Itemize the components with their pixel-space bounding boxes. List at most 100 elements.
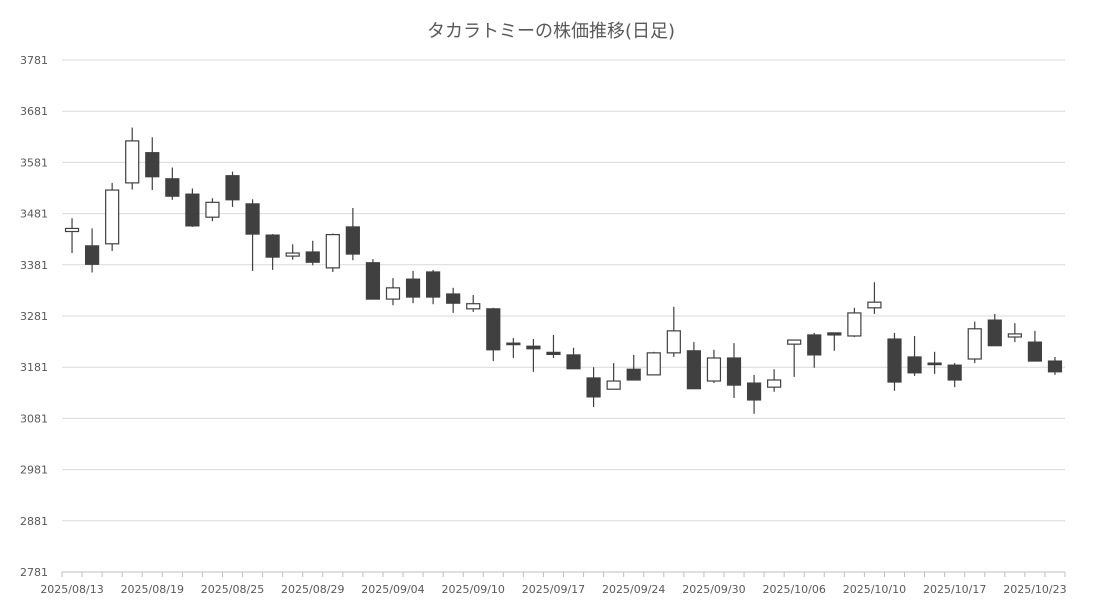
candle	[305, 240, 320, 266]
candle	[907, 335, 922, 376]
candle-body-down	[887, 338, 902, 383]
candle-body-down	[746, 382, 762, 401]
candles	[64, 127, 1063, 414]
candle	[285, 244, 300, 260]
candle	[987, 313, 1002, 347]
candle	[646, 351, 661, 376]
candle-body-down	[345, 226, 360, 255]
candle-body-down	[907, 356, 922, 374]
candle-body-down	[927, 362, 942, 366]
x-axis: 2025/08/13 2025/08/19 2025/08/25 2025/08/29…	[40, 571, 1067, 596]
y-tick-label: 3581	[20, 156, 48, 169]
candle	[847, 307, 862, 337]
candle-body-up	[967, 328, 982, 360]
y-axis: 2781 2881 2981 3081 3181 3281 3381 3481 3581 3681…	[20, 54, 48, 579]
candle-body-down	[947, 364, 962, 381]
candle	[867, 282, 882, 314]
candle-body-down	[365, 262, 381, 300]
candle	[1027, 330, 1043, 362]
candle	[726, 343, 742, 398]
candle-body-down	[305, 251, 320, 263]
candle	[1047, 356, 1063, 375]
candle	[787, 339, 802, 377]
candle-body-down	[566, 354, 581, 370]
y-tick-label: 2981	[20, 464, 48, 477]
candle-body-down	[1047, 360, 1063, 373]
candle	[466, 295, 481, 312]
candle-body-up	[787, 339, 802, 345]
candle	[325, 233, 340, 272]
candle	[245, 199, 260, 271]
y-tick-label: 3681	[20, 105, 48, 118]
candle-body-up	[867, 301, 882, 309]
candle-body-down	[405, 278, 421, 298]
candle-body-up	[325, 233, 340, 269]
candle-body-down	[726, 357, 742, 386]
candle	[967, 321, 982, 364]
chart-title: タカラトミーの株価推移(日足)	[427, 21, 675, 42]
candle-body-up	[646, 352, 661, 376]
candle-body-down	[446, 293, 461, 304]
x-tick-label: 2025/10/23	[1003, 583, 1066, 596]
candle-body-up	[1007, 333, 1022, 338]
candle	[446, 287, 461, 313]
candle	[265, 234, 280, 270]
candle-body-up	[385, 287, 401, 300]
candle	[405, 270, 421, 304]
candle-body-up	[285, 252, 300, 257]
x-tick-label: 2025/10/17	[923, 583, 986, 596]
candle-body-up	[64, 227, 80, 233]
candle	[566, 347, 581, 370]
x-tick-label: 2025/08/19	[121, 583, 184, 596]
candle-body-down	[245, 203, 260, 235]
candle	[546, 334, 561, 358]
candle	[165, 167, 180, 200]
candle-body-down	[1027, 341, 1043, 362]
y-tick-label: 3781	[20, 54, 48, 67]
x-tick-label: 2025/09/10	[442, 583, 505, 596]
x-tick-label: 2025/08/25	[201, 583, 264, 596]
candle	[887, 332, 902, 391]
candle-body-down	[626, 368, 641, 381]
candle-body-down	[265, 234, 280, 258]
x-tick-label: 2025/09/17	[522, 583, 585, 596]
candle	[827, 332, 842, 351]
candle-body-up	[606, 380, 621, 390]
candle	[225, 171, 240, 207]
candle-body-down	[506, 342, 521, 346]
candle	[947, 363, 962, 388]
candle	[526, 339, 541, 372]
candle	[767, 369, 782, 392]
candle-body-down	[145, 152, 160, 178]
candle	[385, 278, 401, 306]
candle	[686, 342, 701, 390]
candle	[125, 127, 140, 190]
candle	[426, 269, 441, 305]
x-tick-label: 2025/10/10	[843, 583, 906, 596]
candle-body-down	[426, 271, 441, 298]
candle	[506, 338, 521, 358]
candle	[205, 198, 220, 222]
candle	[185, 188, 200, 227]
candle-body-up	[706, 357, 722, 382]
candle-body-up	[105, 189, 120, 245]
candle	[927, 351, 942, 374]
candle-body-down	[185, 193, 200, 227]
candle-body-down	[686, 350, 701, 390]
y-tick-label: 2881	[20, 515, 48, 528]
candle-body-down	[546, 351, 561, 355]
gridlines	[62, 59, 1065, 522]
candle-body-down	[807, 334, 822, 356]
y-tick-label: 2781	[20, 566, 48, 579]
candle-body-down	[486, 308, 501, 351]
candle	[345, 207, 360, 261]
candle	[64, 218, 80, 254]
candle	[586, 367, 601, 408]
candle-body-down	[165, 178, 180, 197]
x-tick-label: 2025/09/24	[602, 583, 665, 596]
candle	[145, 137, 160, 191]
candle-body-down	[586, 377, 601, 398]
candle-body-up	[847, 312, 862, 337]
x-tick-label: 2025/08/29	[281, 583, 344, 596]
y-tick-label: 3381	[20, 259, 48, 272]
